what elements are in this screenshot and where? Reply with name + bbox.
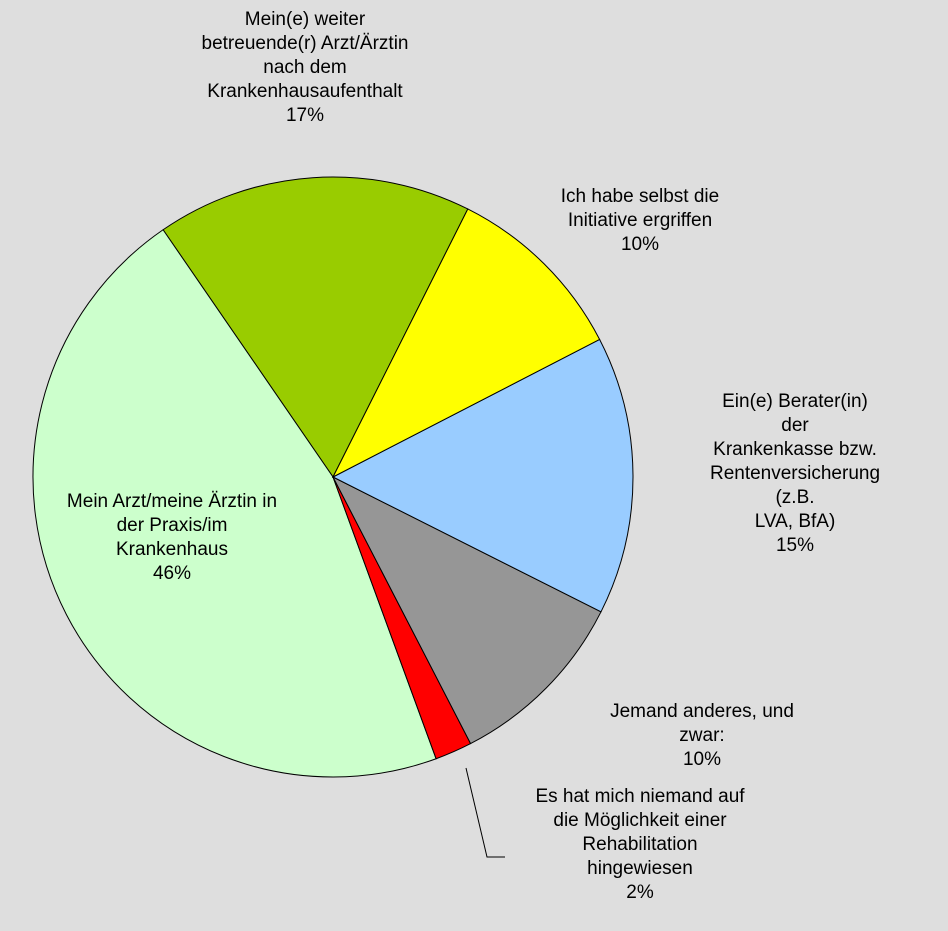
value-label: 10% bbox=[682, 749, 722, 770]
value-label: 10% bbox=[620, 234, 660, 255]
slice-label: Ein(e) Berater(in) der Krankenkasse bzw.… bbox=[710, 390, 880, 558]
value-label: 15% bbox=[775, 535, 815, 556]
pie-slice bbox=[331, 338, 634, 613]
category-label: Mein Arzt/meine Ärztin in der Praxis/im … bbox=[66, 491, 278, 560]
category-label: Jemand anderes, und zwar: bbox=[610, 701, 794, 746]
pie-slice bbox=[331, 475, 602, 745]
pie-slice bbox=[32, 229, 437, 778]
value-label: 17% bbox=[285, 105, 325, 126]
pie-slice bbox=[162, 176, 469, 478]
value-label: 2% bbox=[626, 882, 654, 903]
slice-label: Es hat mich niemand auf die Möglichkeit … bbox=[535, 785, 744, 905]
category-label: Ich habe selbst die Initiative ergriffen bbox=[560, 186, 720, 231]
slice-label: Mein Arzt/meine Ärztin in der Praxis/im … bbox=[67, 490, 277, 586]
slice-label: Jemand anderes, und zwar: 10% bbox=[610, 700, 794, 772]
category-label: Es hat mich niemand auf die Möglichkeit … bbox=[535, 786, 745, 879]
value-label: 46% bbox=[152, 563, 192, 584]
slice-label: Mein(e) weiter betreuende(r) Arzt/Ärztin… bbox=[202, 8, 409, 128]
slice-label: Ich habe selbst die Initiative ergriffen… bbox=[561, 185, 719, 257]
pie-slice bbox=[331, 208, 601, 479]
category-label: Mein(e) weiter betreuende(r) Arzt/Ärztin… bbox=[201, 9, 409, 102]
leader-line bbox=[465, 767, 505, 858]
category-label: Ein(e) Berater(in) der Krankenkasse bzw.… bbox=[709, 391, 881, 532]
